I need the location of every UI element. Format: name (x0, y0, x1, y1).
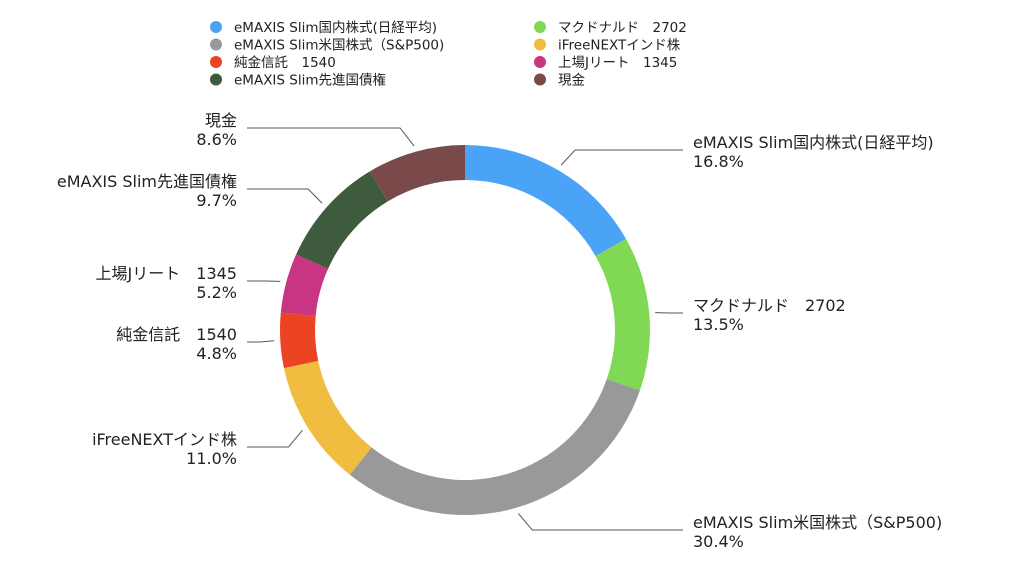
donut-slice (349, 379, 640, 515)
legend-swatch (210, 73, 222, 86)
leader-line (247, 188, 323, 204)
donut-slice (465, 145, 626, 257)
leader-line (517, 513, 683, 531)
legend-item: マクドナルド 2702 (534, 20, 687, 36)
slice-label: 純金信託 1540 (116, 325, 237, 344)
legend-item: iFreeNEXTインド株 (534, 38, 681, 54)
legend-item: eMAXIS Slim先進国債権 (210, 72, 386, 89)
slice-label: eMAXIS Slim国内株式(日経平均) (693, 133, 934, 152)
legend-swatch (534, 21, 546, 33)
legend: eMAXIS Slim国内株式(日経平均) eMAXIS Slim米国株式（S&P… (210, 20, 687, 89)
legend-label: 上場Jリート 1345 (558, 55, 677, 71)
legend-label: マクドナルド 2702 (558, 20, 687, 36)
legend-swatch (210, 56, 222, 68)
legend-swatch (534, 56, 546, 68)
donut-slices (280, 145, 651, 515)
slice-percent: 9.7% (196, 191, 237, 210)
slice-label: eMAXIS Slim米国株式（S&P500) (693, 513, 942, 532)
leader-line (247, 429, 303, 448)
slice-percent: 30.4% (693, 532, 744, 551)
legend-label: 現金 (558, 73, 586, 89)
donut-slice (369, 145, 465, 202)
leader-line (247, 340, 275, 343)
legend-item: 純金信託 1540 (210, 55, 336, 71)
legend-swatch (534, 38, 546, 51)
legend-item: 現金 (534, 73, 586, 89)
slice-percent: 4.8% (196, 344, 237, 363)
slice-percent: 16.8% (693, 152, 744, 171)
slice-percent: 5.2% (196, 283, 237, 302)
slice-labels: eMAXIS Slim国内株式(日経平均)16.8% マクドナルド 270213.… (57, 111, 942, 551)
legend-label: eMAXIS Slim米国株式（S&P500) (234, 38, 444, 54)
slice-label: マクドナルド 2702 (693, 296, 846, 315)
legend-label: 純金信託 1540 (234, 55, 336, 71)
legend-item: 上場Jリート 1345 (534, 55, 677, 71)
donut-slice (595, 238, 651, 391)
slice-label: eMAXIS Slim先進国債権 (57, 172, 237, 191)
legend-label: eMAXIS Slim先進国債権 (234, 72, 386, 89)
slice-percent: 11.0% (186, 449, 237, 468)
slice-label: iFreeNEXTインド株 (92, 430, 237, 449)
donut-slice (296, 171, 388, 269)
legend-label: iFreeNEXTインド株 (558, 38, 681, 54)
legend-swatch (210, 38, 222, 51)
legend-swatch (534, 73, 546, 86)
leader-line (560, 149, 683, 166)
donut-slice (280, 312, 319, 369)
leader-line (247, 127, 415, 147)
leader-lines (247, 127, 683, 531)
legend-swatch (210, 21, 222, 33)
slice-percent: 13.5% (693, 315, 744, 334)
slice-percent: 8.6% (196, 130, 237, 149)
legend-item: eMAXIS Slim米国株式（S&P500) (210, 38, 444, 54)
slice-label: 上場Jリート 1345 (96, 264, 237, 283)
donut-slice (283, 360, 372, 475)
legend-item: eMAXIS Slim国内株式(日経平均) (210, 20, 437, 36)
donut-slice (280, 254, 329, 316)
slice-label: 現金 (205, 111, 237, 130)
legend-label: eMAXIS Slim国内株式(日経平均) (234, 20, 437, 36)
